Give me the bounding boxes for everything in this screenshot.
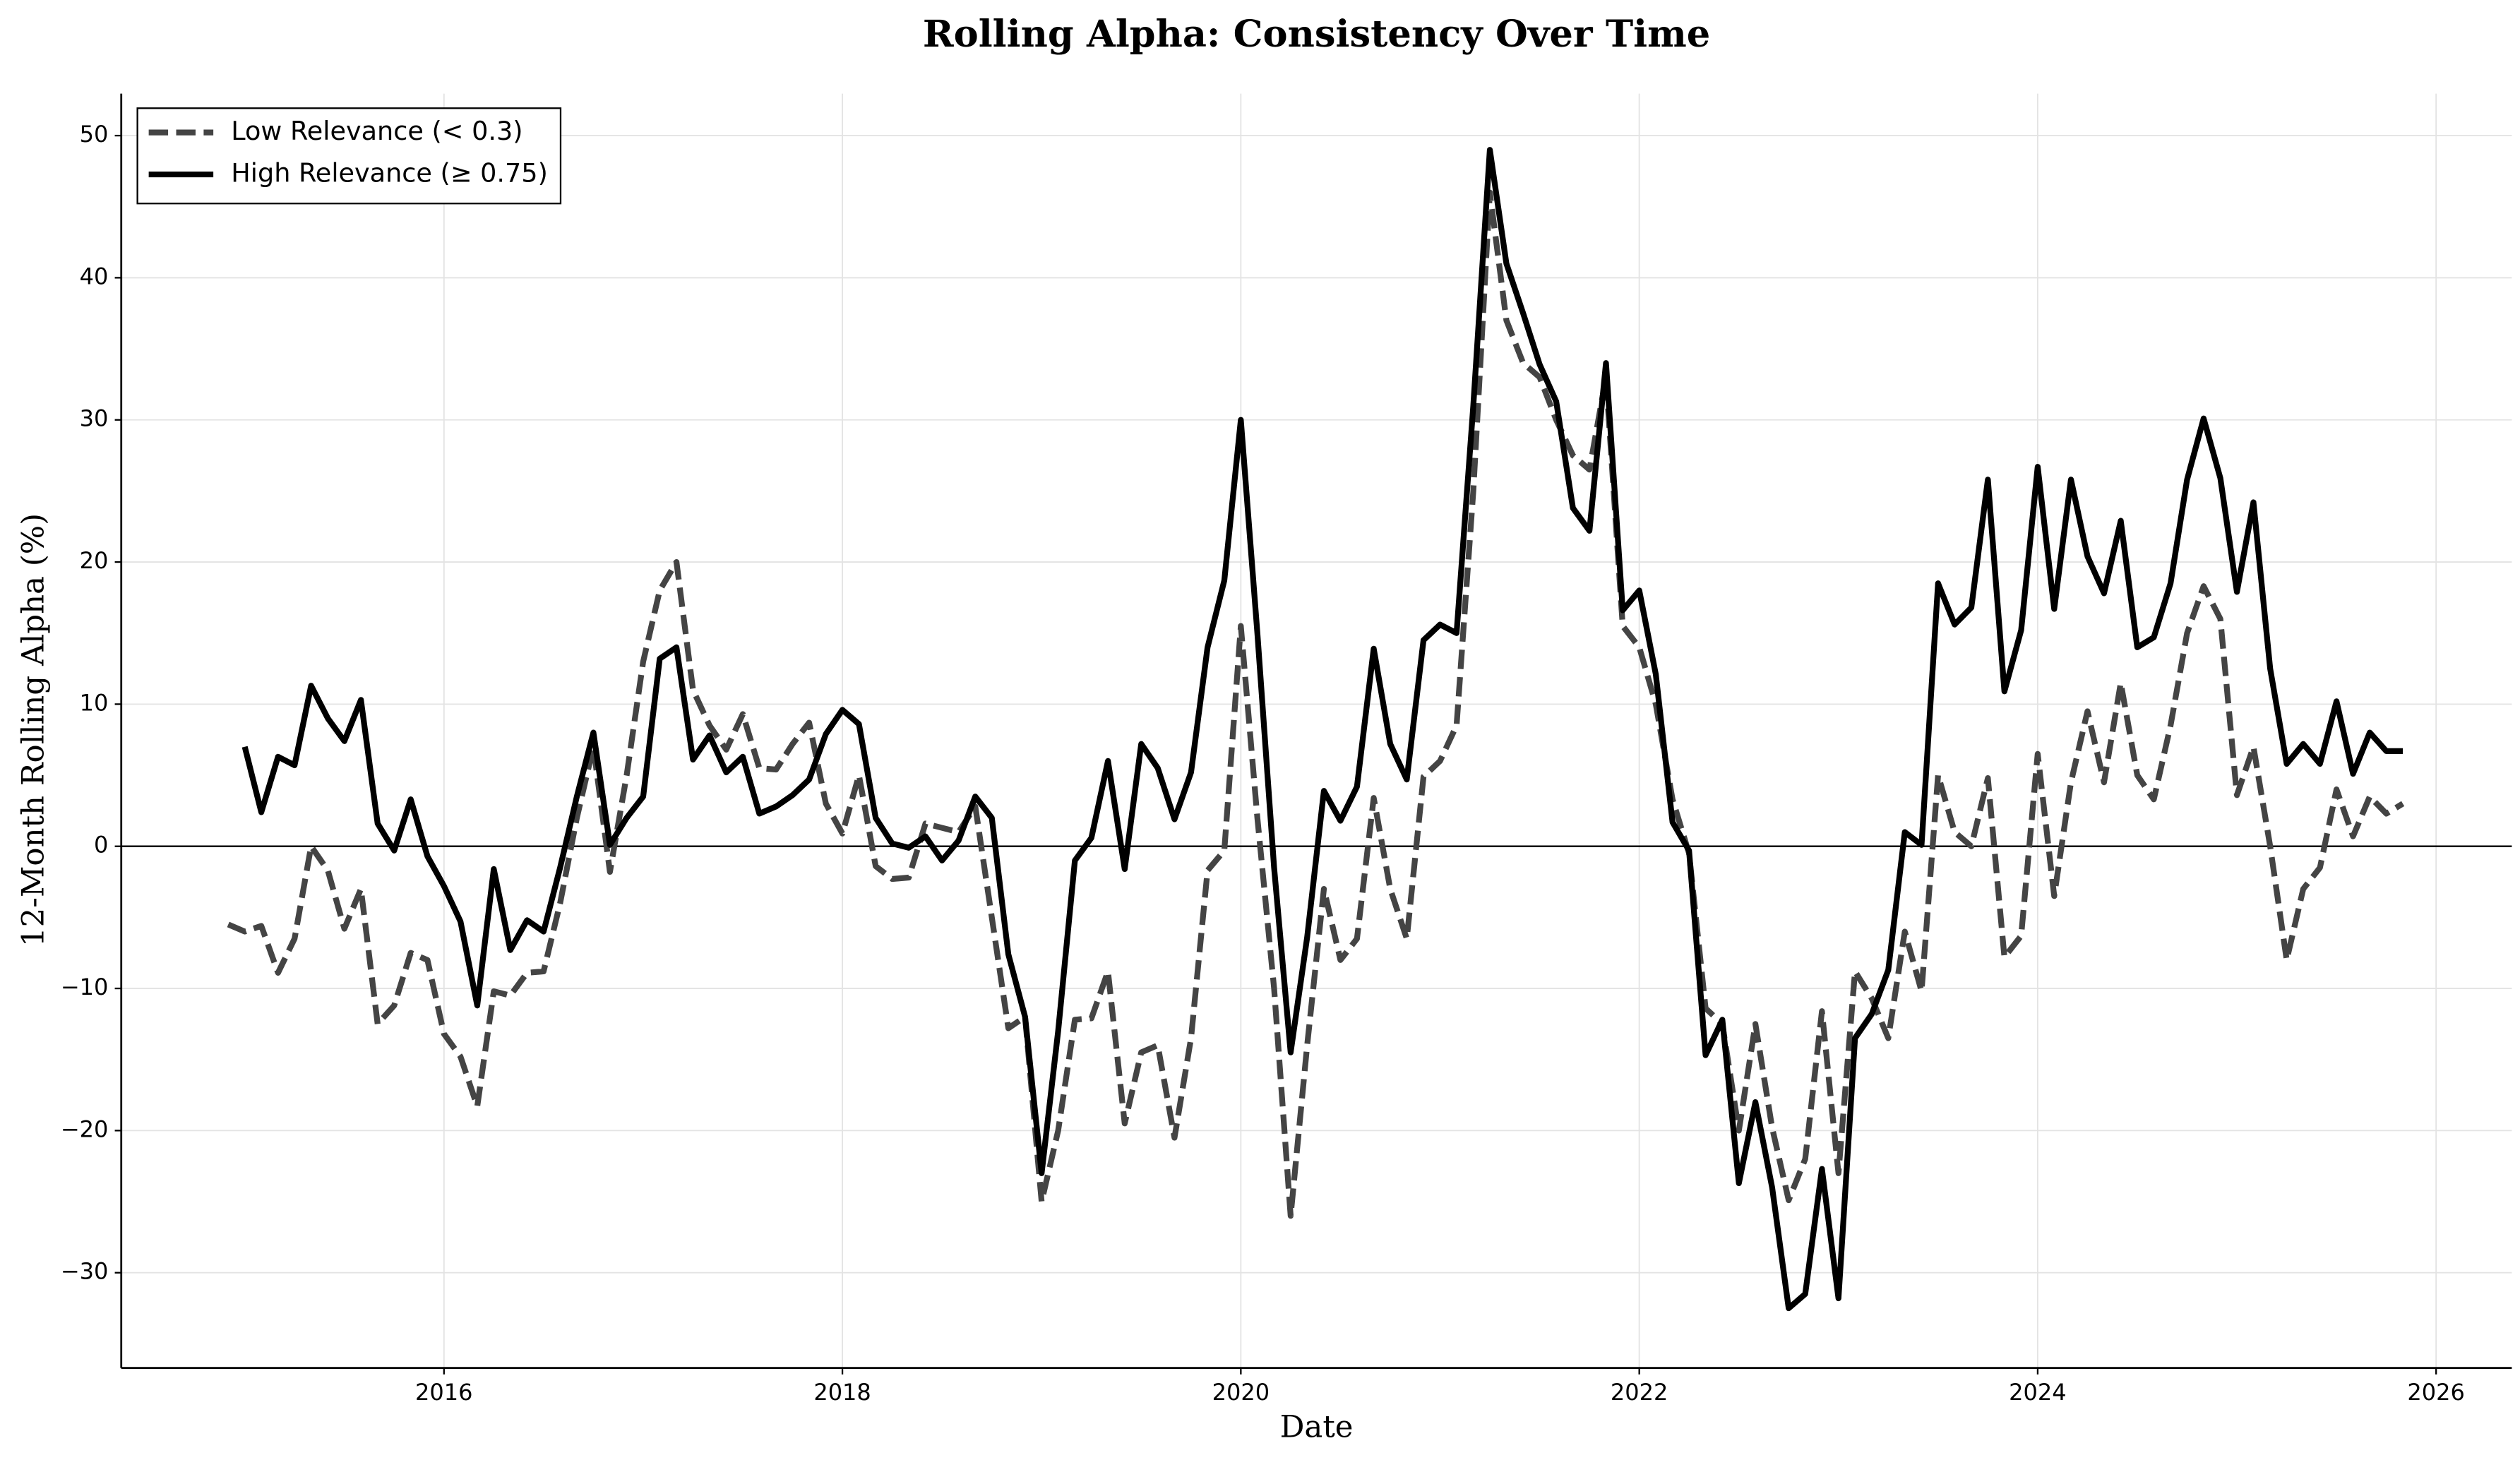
x-tick-label: 2018 <box>813 1379 871 1406</box>
y-tick-label: −30 <box>61 1258 109 1285</box>
y-axis-label: 12-Month Rolling Alpha (%) <box>16 513 51 947</box>
y-tick-label: 20 <box>80 547 109 574</box>
y-tick-label: −10 <box>61 974 109 1000</box>
legend-box <box>136 107 562 205</box>
y-tick-label: 40 <box>80 263 109 289</box>
x-tick-label: 2026 <box>2407 1379 2464 1406</box>
line-series <box>227 189 2405 1219</box>
x-tick-label: 2022 <box>1611 1379 1668 1406</box>
line-series <box>241 147 2403 1312</box>
y-tick-label: 50 <box>80 121 109 148</box>
y-tick-label: −20 <box>61 1115 109 1142</box>
x-tick-label: 2016 <box>415 1379 472 1406</box>
y-tick-label: 30 <box>80 405 109 432</box>
y-tick-label: 0 <box>94 832 108 858</box>
x-axis-label: Date <box>1280 1410 1354 1445</box>
legend-label: Low Relevance (< 0.3) <box>231 116 522 146</box>
x-tick-label: 2024 <box>2009 1379 2066 1406</box>
x-tick-label: 2020 <box>1212 1379 1270 1406</box>
y-tick-label: 10 <box>80 689 109 716</box>
legend-label: High Relevance (≥ 0.75) <box>231 158 548 189</box>
chart-title: Rolling Alpha: Consistency Over Time <box>923 13 1710 56</box>
